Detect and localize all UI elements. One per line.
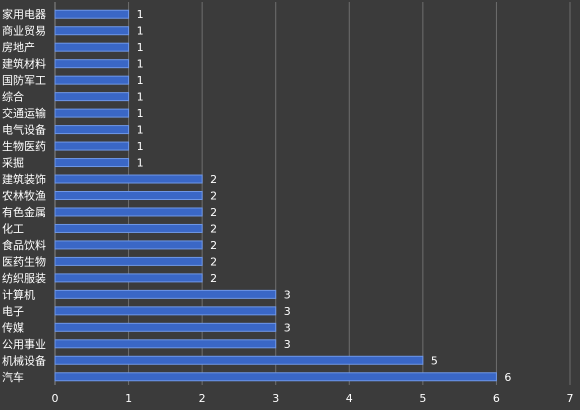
category-label-3: 建筑材料 xyxy=(2,57,46,71)
bar-18 xyxy=(54,306,277,316)
bar-8 xyxy=(54,141,130,151)
data-label-16: 2 xyxy=(210,272,217,285)
x-tick-label-3: 3 xyxy=(272,392,279,405)
category-label-19: 传媒 xyxy=(2,321,24,334)
data-label-13: 2 xyxy=(210,222,217,235)
category-label-21: 机械设备 xyxy=(2,353,46,367)
category-label-16: 纺织服装 xyxy=(2,271,46,285)
category-label-7: 电气设备 xyxy=(2,123,46,137)
bar-12 xyxy=(54,207,203,217)
data-label-15: 2 xyxy=(210,255,217,268)
x-tick-label-0: 0 xyxy=(52,392,59,405)
data-label-20: 3 xyxy=(284,338,291,351)
x-tick-label-1: 1 xyxy=(125,392,132,405)
bar-10 xyxy=(54,174,203,184)
bar-14 xyxy=(54,240,203,250)
data-label-19: 3 xyxy=(284,321,291,334)
bar-17 xyxy=(54,289,277,299)
category-label-17: 计算机 xyxy=(2,287,35,301)
data-label-7: 1 xyxy=(137,124,144,137)
data-label-4: 1 xyxy=(137,74,144,87)
bar-19 xyxy=(54,322,277,332)
bar-20 xyxy=(54,339,277,349)
category-label-10: 建筑装饰 xyxy=(2,172,46,186)
data-label-22: 6 xyxy=(504,371,511,384)
category-label-0: 家用电器 xyxy=(2,7,46,21)
data-label-10: 2 xyxy=(210,173,217,186)
category-label-20: 公用事业 xyxy=(2,338,46,351)
category-label-5: 综合 xyxy=(2,90,24,104)
x-tick-label-2: 2 xyxy=(199,392,206,405)
data-label-11: 2 xyxy=(210,190,217,203)
category-label-1: 商业贸易 xyxy=(2,24,46,38)
data-label-0: 1 xyxy=(137,8,144,21)
bar-2 xyxy=(54,42,130,52)
bar-22 xyxy=(54,372,497,382)
data-label-17: 3 xyxy=(284,288,291,301)
bar-9 xyxy=(54,158,130,168)
bar-21 xyxy=(54,355,424,365)
data-label-9: 1 xyxy=(137,157,144,170)
data-label-6: 1 xyxy=(137,107,144,120)
bar-7 xyxy=(54,125,130,135)
x-tick-label-6: 6 xyxy=(493,392,500,405)
category-label-14: 食品饮料 xyxy=(2,238,46,252)
data-label-21: 5 xyxy=(431,354,438,367)
bar-15 xyxy=(54,256,203,266)
bar-5 xyxy=(54,92,130,102)
data-label-1: 1 xyxy=(137,25,144,38)
bar-4 xyxy=(54,75,130,85)
data-label-8: 1 xyxy=(137,140,144,153)
bar-0 xyxy=(54,9,130,19)
category-label-11: 农林牧渔 xyxy=(2,189,46,203)
category-label-8: 生物医药 xyxy=(2,139,46,153)
bar-16 xyxy=(54,273,203,283)
x-tick-label-7: 7 xyxy=(567,392,574,405)
category-label-6: 交通运输 xyxy=(2,106,46,120)
category-label-4: 国防军工 xyxy=(2,73,46,87)
category-label-9: 采掘 xyxy=(2,156,24,170)
category-label-18: 电子 xyxy=(2,305,24,318)
data-label-12: 2 xyxy=(210,206,217,219)
category-label-13: 化工 xyxy=(2,221,24,235)
bar-13 xyxy=(54,223,203,233)
bar-3 xyxy=(54,59,130,69)
data-label-3: 1 xyxy=(137,58,144,71)
bar-11 xyxy=(54,191,203,200)
data-label-5: 1 xyxy=(137,91,144,104)
category-label-22: 汽车 xyxy=(2,370,24,384)
category-label-15: 医药生物 xyxy=(2,254,46,268)
bar-6 xyxy=(54,108,130,118)
data-label-2: 1 xyxy=(137,41,144,54)
data-label-14: 2 xyxy=(210,239,217,252)
x-tick-label-4: 4 xyxy=(346,392,353,405)
category-label-12: 有色金属 xyxy=(2,205,46,219)
x-tick-label-5: 5 xyxy=(419,392,426,405)
bar-1 xyxy=(54,26,130,36)
category-label-2: 房地产 xyxy=(2,40,35,54)
data-label-18: 3 xyxy=(284,305,291,318)
